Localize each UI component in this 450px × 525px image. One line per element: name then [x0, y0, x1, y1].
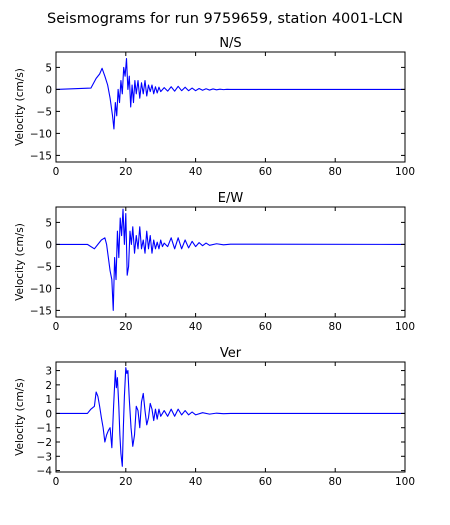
x-tick-label: 60: [259, 476, 272, 488]
x-tick-label: 40: [189, 476, 202, 488]
x-tick-label: 80: [329, 166, 342, 178]
x-tick-label: 20: [119, 321, 132, 333]
x-tick-label: 20: [119, 476, 132, 488]
x-tick-label: 100: [395, 166, 415, 178]
x-tick-label: 100: [395, 476, 415, 488]
panel-title: Ver: [220, 346, 242, 361]
panel-title: N/S: [219, 36, 241, 51]
y-axis-label: Velocity (cm/s): [14, 378, 26, 456]
plot-frame: [55, 51, 406, 163]
y-tick-label: −10: [30, 128, 52, 140]
plot-frame: [55, 361, 406, 473]
plot-frame: [55, 206, 406, 318]
y-axis-label: Velocity (cm/s): [14, 68, 26, 146]
series-line: [56, 367, 405, 467]
x-tick-label: 0: [53, 166, 60, 178]
y-tick-label: −15: [30, 150, 52, 162]
figure-title: Seismograms for run 9759659, station 400…: [47, 11, 403, 27]
y-tick-label: −2: [37, 437, 52, 449]
y-tick-label: −5: [37, 261, 52, 273]
y-tick-label: −4: [37, 466, 53, 478]
y-tick-label: 3: [45, 366, 52, 378]
y-tick-label: 5: [45, 62, 52, 74]
x-tick-label: 60: [259, 321, 272, 333]
y-tick-label: −15: [30, 305, 52, 317]
x-tick-label: 20: [119, 166, 132, 178]
y-tick-label: −10: [30, 283, 52, 295]
panel-title: E/W: [218, 191, 244, 206]
series-line: [56, 58, 405, 130]
chart-panel: Ver Velocity (cm/s) 0 20 40 60 80 100 3 2 1 0 −1 −2 −3…: [14, 346, 415, 488]
x-tick-label: 100: [395, 321, 415, 333]
chart-panel: N/S Velocity (cm/s) 0 20 40 60 80 100 5 0 −5 −10 −15: [14, 36, 415, 178]
y-tick-label: 2: [45, 380, 52, 392]
x-tick-label: 60: [259, 166, 272, 178]
y-tick-label: −1: [37, 423, 52, 435]
x-tick-label: 0: [53, 321, 60, 333]
x-tick-label: 40: [189, 321, 202, 333]
chart-panel: E/W Velocity (cm/s) 0 20 40 60 80 100 5 0 −5 −10 −15: [14, 191, 415, 333]
x-tick-label: 0: [53, 476, 60, 488]
y-tick-label: 5: [45, 217, 52, 229]
x-tick-label: 80: [329, 476, 342, 488]
series-line: [56, 208, 405, 311]
x-tick-label: 40: [189, 166, 202, 178]
y-tick-label: 0: [45, 408, 52, 420]
y-axis-label: Velocity (cm/s): [14, 223, 26, 301]
y-tick-label: −5: [37, 106, 52, 118]
x-tick-label: 80: [329, 321, 342, 333]
y-tick-label: 0: [45, 239, 52, 251]
y-tick-label: −3: [37, 451, 52, 463]
y-tick-label: 0: [45, 84, 52, 96]
y-tick-label: 1: [45, 394, 52, 406]
